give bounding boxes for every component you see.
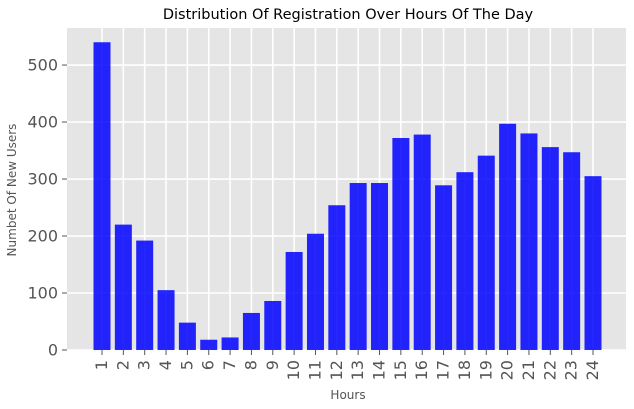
x-tick-label: 5 xyxy=(177,360,196,370)
x-tick-label: 1 xyxy=(92,360,111,370)
bar xyxy=(435,185,453,350)
bar xyxy=(328,205,346,350)
x-tick-label: 21 xyxy=(519,360,538,380)
bars xyxy=(93,42,602,350)
x-tick-label: 10 xyxy=(284,360,303,380)
x-tick-label: 14 xyxy=(370,360,389,380)
x-tick-label: 23 xyxy=(562,360,581,380)
bar xyxy=(114,224,132,350)
y-tick-label: 400 xyxy=(27,113,58,132)
x-tick-label: 12 xyxy=(327,360,346,380)
x-tick-label: 7 xyxy=(220,360,239,370)
bar xyxy=(285,251,303,350)
bar xyxy=(584,176,602,350)
x-tick-label: 16 xyxy=(412,360,431,380)
x-axis-label: Hours xyxy=(330,388,365,402)
y-tick-label: 300 xyxy=(27,170,58,189)
bar xyxy=(157,290,175,350)
x-tick-label: 6 xyxy=(199,360,218,370)
bar xyxy=(178,322,196,350)
x-tick-label: 22 xyxy=(540,360,559,380)
bar xyxy=(200,339,218,350)
x-axis-ticks: 1 2 3 4 5 6 7 8 9 10 11 12 13 14 15 16 17 18 19 20 21 22 23 24 xyxy=(92,350,602,380)
bar xyxy=(349,183,367,350)
x-tick-label: 18 xyxy=(455,360,474,380)
bar xyxy=(136,240,154,350)
bar xyxy=(306,233,324,350)
x-tick-label: 11 xyxy=(305,360,324,380)
y-axis-label: Numbet Of New Users xyxy=(5,124,19,257)
bar xyxy=(371,183,389,350)
x-tick-label: 24 xyxy=(583,360,602,380)
y-tick-label: 100 xyxy=(27,284,58,303)
x-tick-label: 4 xyxy=(156,360,175,370)
x-tick-label: 13 xyxy=(348,360,367,380)
bar xyxy=(563,152,581,350)
x-tick-label: 15 xyxy=(391,360,410,380)
bar xyxy=(456,172,474,350)
y-tick-label: 0 xyxy=(48,341,58,360)
bar xyxy=(541,147,559,350)
x-tick-label: 20 xyxy=(498,360,517,380)
bar xyxy=(221,337,239,350)
bar xyxy=(477,155,495,350)
bar xyxy=(242,312,260,350)
y-tick-label: 500 xyxy=(27,56,58,75)
bar xyxy=(413,134,431,350)
bar xyxy=(93,42,111,350)
x-tick-label: 3 xyxy=(135,360,154,370)
x-tick-label: 17 xyxy=(434,360,453,380)
bar xyxy=(520,133,538,350)
bar xyxy=(392,137,410,350)
y-tick-label: 200 xyxy=(27,227,58,246)
x-tick-label: 8 xyxy=(241,360,260,370)
chart-title: Distribution Of Registration Over Hours … xyxy=(163,7,534,23)
bar xyxy=(499,123,517,350)
y-axis-ticks: 0 100 200 300 400 500 xyxy=(27,56,67,360)
bar xyxy=(264,300,282,350)
x-tick-label: 2 xyxy=(113,360,132,370)
x-tick-label: 9 xyxy=(263,360,282,370)
x-tick-label: 19 xyxy=(476,360,495,380)
